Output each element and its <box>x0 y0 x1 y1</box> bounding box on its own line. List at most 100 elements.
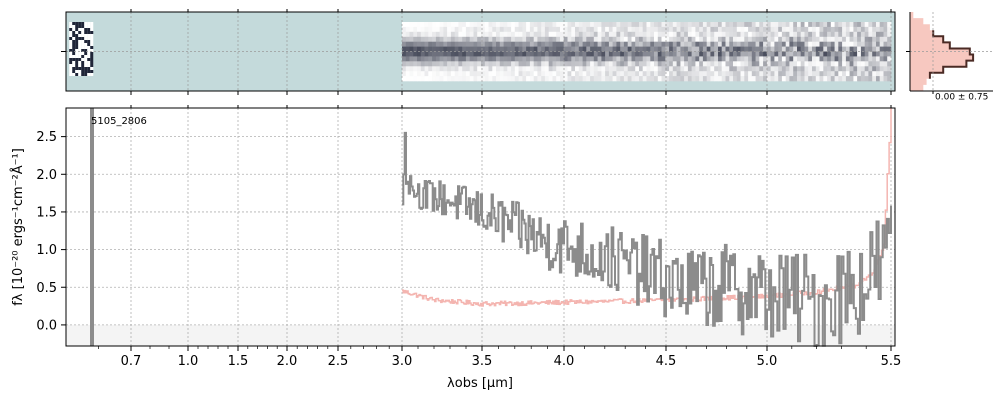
pixel <box>665 26 670 33</box>
pixel <box>409 51 414 57</box>
pixel <box>575 31 580 37</box>
pixel <box>819 51 824 57</box>
pixel <box>84 58 88 61</box>
pixel <box>887 36 892 42</box>
pixel <box>447 41 452 47</box>
pixel <box>593 71 598 77</box>
pixel <box>608 22 613 28</box>
pixel <box>857 66 862 72</box>
spectrum-2d-grid <box>66 12 895 91</box>
pixel <box>842 51 847 57</box>
pixel <box>853 22 858 28</box>
pixel <box>868 46 873 52</box>
pixel <box>669 41 674 47</box>
pixel <box>684 46 689 52</box>
pixel <box>699 61 704 67</box>
pixel <box>548 46 553 52</box>
pixel <box>612 61 617 67</box>
profile-xtick-label: 0.00 ± 0.75 <box>935 93 988 103</box>
pixel <box>751 22 756 28</box>
pixel <box>548 61 553 67</box>
pixel <box>857 31 862 37</box>
pixel <box>87 70 91 73</box>
pixel <box>473 76 478 82</box>
pixel <box>672 22 677 28</box>
pixel <box>815 76 820 82</box>
pixel <box>639 22 644 28</box>
pixel <box>751 31 756 37</box>
pixel <box>830 46 835 52</box>
pixel <box>684 71 689 77</box>
pixel <box>774 76 779 82</box>
pixel <box>578 22 583 28</box>
pixel <box>797 66 802 72</box>
pixel <box>827 71 832 77</box>
pixel <box>447 31 452 37</box>
pixel <box>447 22 452 28</box>
pixel <box>793 61 798 67</box>
pixel <box>714 31 719 37</box>
pixel <box>492 61 497 67</box>
pixel <box>450 36 455 42</box>
pixel <box>657 66 662 72</box>
pixel <box>830 61 835 67</box>
pixel <box>477 41 482 47</box>
pixel <box>808 36 813 42</box>
pixel <box>518 46 523 52</box>
pixel <box>499 51 504 57</box>
pixel <box>417 22 422 28</box>
pixel <box>605 26 610 33</box>
pixel <box>642 51 647 57</box>
pixel <box>432 51 437 57</box>
pixel <box>582 61 587 67</box>
pixel <box>578 26 583 33</box>
pixel <box>560 26 565 33</box>
pixel <box>710 46 715 52</box>
pixel <box>413 31 418 37</box>
pixel <box>804 31 809 37</box>
pixel <box>842 26 847 33</box>
pixel <box>842 56 847 62</box>
pixel <box>450 22 455 28</box>
pixel <box>755 46 760 52</box>
pixel <box>443 41 448 47</box>
pixel <box>496 36 501 42</box>
pixel <box>548 36 553 42</box>
pixel <box>759 22 764 28</box>
pixel <box>90 43 94 46</box>
pixel <box>69 70 73 73</box>
pixel <box>567 61 572 67</box>
pixel <box>623 51 628 57</box>
pixel <box>84 28 88 31</box>
pixel <box>631 51 636 57</box>
pixel <box>492 71 497 77</box>
pixel <box>541 66 546 72</box>
pixel <box>680 71 685 77</box>
pixel <box>405 31 410 37</box>
pixel <box>447 61 452 67</box>
pixel <box>687 56 692 62</box>
pixel <box>81 34 85 37</box>
pixel <box>537 46 542 52</box>
x-tick-label-6: 3.5 <box>472 354 493 369</box>
pixel <box>804 26 809 33</box>
pixel <box>699 41 704 47</box>
pixel <box>78 40 82 43</box>
pixel <box>883 51 888 57</box>
pixel <box>857 56 862 62</box>
pixel <box>537 71 542 77</box>
pixel <box>793 76 798 82</box>
pixel <box>522 76 527 82</box>
pixel <box>507 46 512 52</box>
pixel <box>72 70 76 73</box>
pixel <box>417 56 422 62</box>
pixel <box>876 61 881 67</box>
pixel <box>443 22 448 28</box>
pixel <box>420 41 425 47</box>
pixel <box>582 22 587 28</box>
pixel <box>721 61 726 67</box>
pixel <box>75 37 79 40</box>
pixel <box>462 71 467 77</box>
pixel <box>496 76 501 82</box>
pixel <box>706 76 711 82</box>
